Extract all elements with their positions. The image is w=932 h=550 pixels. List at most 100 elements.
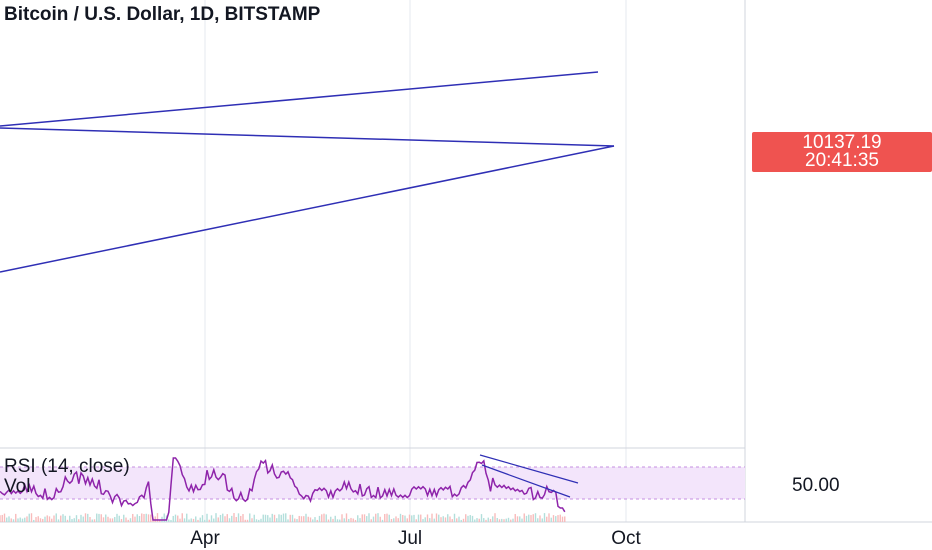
volume-bar [363, 514, 366, 522]
volume-bar [395, 516, 397, 522]
volume-label: Vol [4, 476, 31, 497]
volume-bar [352, 518, 354, 522]
volume-bar [111, 518, 114, 522]
volume-bar [125, 517, 127, 522]
volume-bar [528, 514, 530, 522]
volume-bar [186, 513, 188, 522]
volume-bar [411, 515, 413, 522]
volume-bar [62, 514, 64, 522]
volume-bar [159, 519, 161, 522]
volume-bar [361, 514, 363, 522]
volume-bar [174, 514, 177, 522]
volume-bar [163, 513, 165, 522]
volume-bar [244, 519, 246, 522]
volume-bar [87, 513, 89, 522]
volume-bar [550, 517, 552, 522]
volume-bar [190, 518, 192, 522]
volume-bar [181, 513, 183, 522]
volume-bar [215, 513, 217, 522]
volume-bar [17, 518, 19, 522]
volume-bar [377, 513, 379, 522]
volume-bar [15, 513, 17, 522]
volume-bar [138, 515, 141, 522]
x-tick-label: Apr [190, 528, 220, 549]
chart-title: Bitcoin / U.S. Dollar, 1D, BITSTAMP [4, 4, 321, 25]
volume-bar [561, 516, 564, 522]
volume-bar [1, 514, 3, 522]
volume-bar [35, 517, 37, 522]
volume-bar [305, 513, 307, 522]
volume-bar [312, 519, 314, 522]
volume-bar [435, 513, 438, 522]
volume-bar [386, 513, 388, 522]
volume-bar [321, 514, 323, 522]
volume-bar [375, 513, 377, 522]
volume-bar [30, 513, 33, 522]
volume-bar [276, 518, 278, 522]
volume-bar [447, 514, 449, 522]
volume-bar [156, 513, 159, 522]
volume-bar [438, 514, 440, 522]
volume-bar [489, 518, 492, 522]
volume-bar [28, 513, 30, 522]
volume-bar [64, 515, 66, 522]
volume-bar [237, 513, 240, 522]
volume-bar [465, 514, 467, 522]
volume-bar [197, 519, 199, 522]
volume-bar [388, 514, 390, 522]
volume-bar [89, 516, 91, 522]
volume-bar [235, 517, 237, 522]
volume-bar [26, 516, 28, 522]
volume-bar [298, 515, 300, 522]
volume-bar [390, 518, 393, 522]
volume-bar [118, 515, 120, 522]
volume-bar [150, 514, 152, 522]
volume-bar [424, 517, 426, 522]
volume-bar [285, 513, 287, 522]
volume-bar [501, 518, 503, 522]
volume-bar [332, 518, 334, 522]
volume-bar [123, 514, 125, 522]
volume-bar [406, 518, 408, 522]
volume-bar [267, 515, 269, 522]
volume-bar [357, 515, 359, 522]
volume-bar [420, 514, 422, 522]
volume-bar [39, 518, 42, 522]
volume-bar [359, 518, 361, 522]
volume-bar [334, 515, 336, 522]
volume-bar [21, 518, 24, 522]
volume-bar [188, 519, 190, 522]
volume-bar [206, 513, 208, 522]
volume-bar [402, 515, 404, 522]
volume-bar [469, 515, 471, 522]
volume-bar [231, 515, 233, 522]
volume-bar [393, 518, 395, 522]
countdown-tag: 20:41:35 [752, 150, 932, 172]
volume-bar [449, 516, 451, 522]
volume-bar [458, 516, 460, 522]
volume-bar [512, 518, 514, 522]
volume-bar [431, 513, 433, 522]
volume-bar [46, 515, 48, 522]
volume-bar [327, 519, 330, 522]
volume-bar [478, 518, 480, 522]
volume-bar [143, 514, 145, 522]
last-price-tag: 10137.19 [752, 132, 932, 154]
volume-bar [172, 515, 174, 522]
volume-bar [116, 513, 118, 522]
volume-bar [343, 518, 345, 522]
volume-bar [426, 514, 429, 522]
volume-bar [48, 516, 51, 522]
volume-bar [19, 517, 21, 522]
volume-bar [228, 518, 231, 522]
volume-bar [485, 519, 487, 522]
volume-bar [195, 516, 197, 522]
volume-bar [219, 514, 222, 522]
volume-bar [93, 519, 96, 522]
volume-bar [496, 518, 498, 522]
volume-bar [539, 515, 541, 522]
volume-bar [73, 518, 75, 522]
volume-bar [296, 518, 298, 522]
volume-bar [537, 518, 539, 522]
